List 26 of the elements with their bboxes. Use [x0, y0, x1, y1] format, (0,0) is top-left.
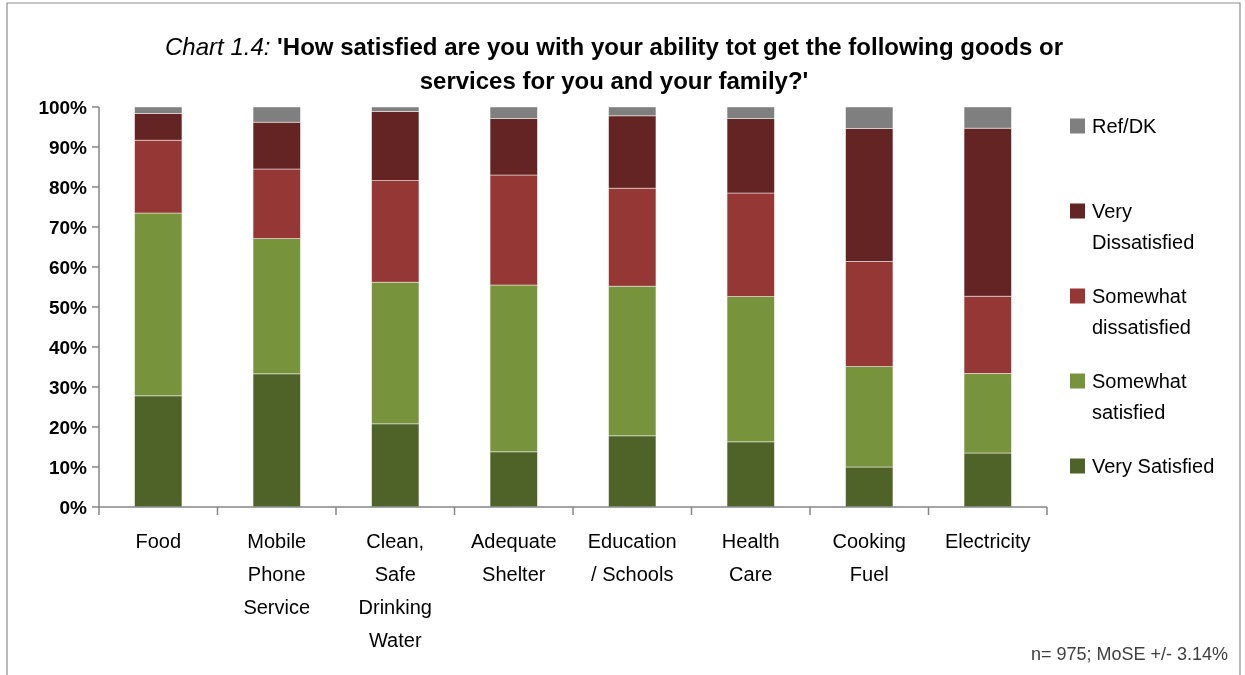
x-tick-label: Food [135, 530, 182, 552]
y-tick-label: 80% [48, 176, 88, 198]
y-tick-label: 20% [48, 416, 88, 438]
legend-label: Very Dissatisfied [1092, 200, 1195, 253]
text: n= 975; MoSE +/- 3.14% [1030, 644, 1228, 664]
y-tick-label: 90% [48, 136, 88, 158]
legend-label: Somewhat satisfied [1092, 370, 1187, 423]
y-tick-label: 10% [48, 456, 88, 478]
x-tick-label: Mobile Phone Service [243, 530, 311, 618]
chart-title: Chart 1.4: 'How satisfied are you with your ability tot get the following goods or services for you and your family?' [165, 33, 1063, 94]
y-tick-label: 100% [38, 96, 88, 118]
x-tick-label: Cooking Fuel [832, 530, 906, 585]
y-tick-label: 40% [48, 336, 88, 358]
legend-label: Very Satisfied [1092, 455, 1215, 477]
y-tick-label: 50% [48, 296, 88, 318]
y-tick-label: 0% [59, 496, 88, 518]
x-tick-label: Health Care [721, 530, 780, 585]
x-tick-label: Adequate Shelter [470, 530, 557, 585]
x-tick-label: Education / Schools [587, 530, 677, 585]
y-tick-label: 70% [48, 216, 88, 238]
x-tick-label: Clean, Safe Drinking Water [358, 530, 432, 651]
legend-label: Ref/DK [1092, 115, 1158, 137]
y-tick-label: 60% [48, 256, 88, 278]
y-tick-label: 30% [48, 376, 88, 398]
x-tick-label: Electricity [944, 530, 1031, 552]
legend-label: Somewhat dissatisfied [1092, 285, 1191, 338]
